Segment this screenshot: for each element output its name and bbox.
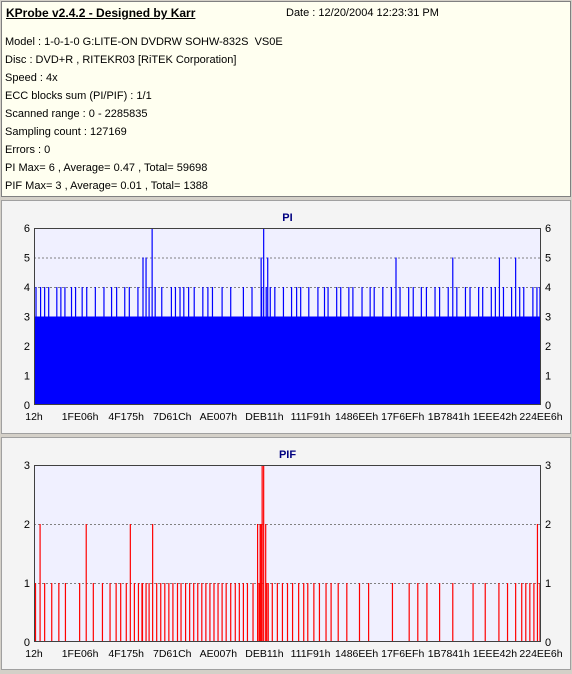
info-scanned-range: Scanned range : 0 - 2285835 xyxy=(5,108,148,120)
pif-ytick-left: 2 xyxy=(24,519,30,531)
pif-ytick-left: 0 xyxy=(24,637,30,649)
info-ecc-blocks: ECC blocks sum (PI/PIF) : 1/1 xyxy=(5,90,152,102)
info-sampling-count: Sampling count : 127169 xyxy=(5,126,127,138)
pif-ytick-right: 1 xyxy=(545,578,551,590)
pi-ytick-left: 4 xyxy=(24,282,30,294)
pi-ytick-right: 1 xyxy=(545,371,551,383)
pi-xtick-label: AE007h xyxy=(200,411,238,423)
pi-ytick-left: 2 xyxy=(24,341,30,353)
info-model: Model : 1-0-1-0 G:LITE-ON DVDRW SOHW-832… xyxy=(5,36,283,48)
app-title: KProbe v2.4.2 - Designed by Karr xyxy=(6,6,196,20)
info-disc: Disc : DVD+R , RITEKR03 [RiTEK Corporati… xyxy=(5,54,237,66)
pif-chart: PIF 0 0 1 1 2 2 3 3 12h 1FE06h 4F175h 7D61Ch AE007h DE… xyxy=(24,449,563,660)
pif-ytick-right: 2 xyxy=(545,519,551,531)
pif-ytick-left: 1 xyxy=(24,578,30,590)
pif-xtick-label: 1FE06h xyxy=(62,648,99,660)
pi-xtick-label: 111F91h xyxy=(291,411,331,423)
pi-xtick-label: 4F175h xyxy=(108,411,144,423)
pi-xtick-label: 1EEE42h xyxy=(473,411,518,423)
pif-xtick-label: DEB11h xyxy=(245,648,283,660)
pi-xtick-label: 12h xyxy=(25,411,43,423)
info-pif-summary: PIF Max= 3 , Average= 0.01 , Total= 1388 xyxy=(5,180,208,192)
info-speed: Speed : 4x xyxy=(5,72,58,84)
info-errors: Errors : 0 xyxy=(5,144,51,156)
pif-xtick-label: 1B7841h xyxy=(428,648,470,660)
pi-ytick-right: 3 xyxy=(545,312,551,324)
pi-ytick-left: 5 xyxy=(24,253,30,265)
pif-plot-frame xyxy=(34,465,541,642)
pif-xtick-label: 1EEE42h xyxy=(473,648,518,660)
pi-ytick-right: 5 xyxy=(545,253,551,265)
pi-plot-frame xyxy=(34,228,541,405)
pif-xtick-label: 224EE6h xyxy=(519,648,562,660)
pi-ytick-right: 2 xyxy=(545,341,551,353)
pif-chart-panel: PIF 0 0 1 1 2 2 3 3 12h 1FE06h 4F175h 7D61Ch AE007h DE… xyxy=(1,437,571,670)
pi-chart-panel: PI 0 0 1 1 2 2 3 3 4 4 5 5 6 6 12h 1FE06h 4F175h 7D61Ch AE0… xyxy=(1,200,571,434)
pif-ytick-right: 3 xyxy=(545,460,551,472)
pi-xtick-label: 17F6EFh xyxy=(381,411,424,423)
pi-ytick-left: 1 xyxy=(24,371,30,383)
pif-xtick-label: 12h xyxy=(25,648,43,660)
pif-xtick-label: 1486EEh xyxy=(335,648,378,660)
pi-xtick-label: 1FE06h xyxy=(62,411,99,423)
pif-chart-title: PIF xyxy=(279,449,296,461)
pif-ytick-right: 0 xyxy=(545,637,551,649)
pi-xtick-label: 7D61Ch xyxy=(153,411,192,423)
pif-xtick-label: 7D61Ch xyxy=(153,648,192,660)
pif-xtick-label: 4F175h xyxy=(108,648,144,660)
pi-xtick-label: DEB11h xyxy=(245,411,283,423)
scan-date: Date : 12/20/2004 12:23:31 PM xyxy=(286,7,439,19)
pi-xtick-label: 224EE6h xyxy=(519,411,562,423)
pi-chart-title: PI xyxy=(282,212,292,224)
pi-ytick-right: 6 xyxy=(545,223,551,235)
pi-ytick-left: 3 xyxy=(24,312,30,324)
pif-xtick-label: 17F6EFh xyxy=(381,648,424,660)
pi-ytick-right: 0 xyxy=(545,400,551,412)
pi-ytick-right: 4 xyxy=(545,282,551,294)
pif-ytick-left: 3 xyxy=(24,460,30,472)
pi-ytick-left: 0 xyxy=(24,400,30,412)
pif-xtick-label: 111F91h xyxy=(291,648,331,660)
info-pi-summary: PI Max= 6 , Average= 0.47 , Total= 59698 xyxy=(5,162,208,174)
pif-xtick-label: AE007h xyxy=(200,648,238,660)
pi-chart: PI 0 0 1 1 2 2 3 3 4 4 5 5 6 6 12h 1FE06h 4F175h 7D61Ch AE0… xyxy=(24,212,563,423)
info-panel: KProbe v2.4.2 - Designed by Karr Date : … xyxy=(1,1,571,197)
pi-xtick-label: 1486EEh xyxy=(335,411,378,423)
pi-xtick-label: 1B7841h xyxy=(428,411,470,423)
pi-ytick-left: 6 xyxy=(24,223,30,235)
